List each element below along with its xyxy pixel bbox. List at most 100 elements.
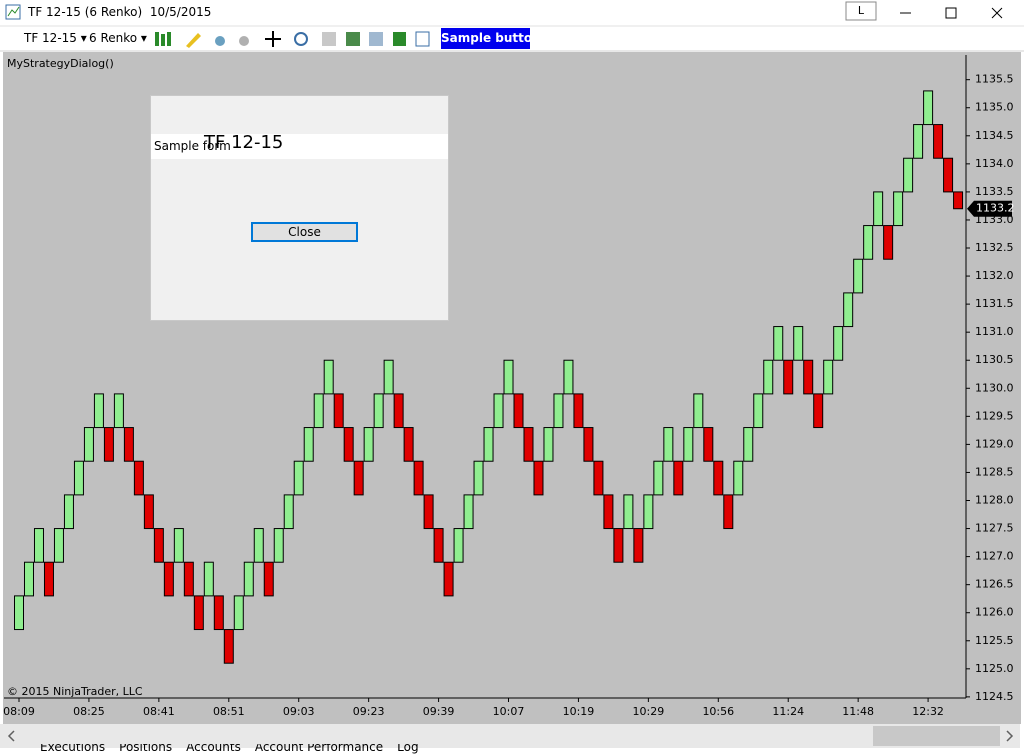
scrollbar[interactable] <box>0 724 1020 748</box>
close-window[interactable] <box>991 7 1003 19</box>
y-tick-label: 1131.5 <box>975 297 1014 310</box>
last-price-box <box>967 200 1012 217</box>
brick <box>653 460 664 496</box>
brick <box>143 494 154 530</box>
brick <box>453 528 464 563</box>
brick <box>583 427 594 462</box>
tab[interactable]: Executions <box>40 744 106 754</box>
scroll-left[interactable] <box>7 730 15 742</box>
brick <box>293 460 304 496</box>
x-tick-label: 08:51 <box>213 705 245 718</box>
brick <box>393 393 404 429</box>
brick <box>423 494 434 530</box>
sample-button[interactable]: Sample button <box>441 28 541 49</box>
x-tick-label: 11:48 <box>842 705 874 718</box>
brick <box>683 427 694 462</box>
brick <box>123 427 134 462</box>
instrument: TF 12-15 <box>24 31 77 45</box>
chart-caption: MyStrategyDialog() <box>7 57 114 70</box>
y-tick-label: 1134.0 <box>975 157 1014 170</box>
brick <box>673 460 684 496</box>
brick <box>713 460 724 496</box>
brick <box>443 561 454 597</box>
x-tick-label: 08:09 <box>3 705 35 718</box>
brick <box>93 393 104 429</box>
brick <box>73 460 84 496</box>
link-button-label[interactable]: L <box>858 4 865 17</box>
brick <box>33 528 44 563</box>
brick <box>803 359 814 395</box>
brick <box>573 393 584 429</box>
brick <box>173 528 184 563</box>
period-dropdown[interactable]: 6 Renko ▾ <box>89 31 147 45</box>
brick <box>183 561 194 597</box>
x-tick-label: 09:23 <box>353 705 385 718</box>
instrument-dropdown[interactable]: TF 12-15 ▾ <box>24 31 87 45</box>
tab[interactable]: Account Performance <box>254 744 384 754</box>
y-tick-label: 1125.5 <box>975 634 1014 647</box>
brick <box>163 561 174 597</box>
brick <box>63 494 74 530</box>
y-tick-label: 1134.5 <box>975 129 1014 142</box>
brick <box>403 427 414 462</box>
brick <box>433 528 444 563</box>
brick <box>593 460 604 496</box>
brick <box>533 460 544 496</box>
scroll-right[interactable] <box>1006 730 1014 742</box>
brick <box>503 359 514 395</box>
y-tick-label: 1129.5 <box>975 409 1014 422</box>
brick <box>223 629 234 664</box>
maximize[interactable] <box>945 7 957 19</box>
x-tick-label: 11:24 <box>772 705 804 718</box>
x-tick-label: 10:56 <box>702 705 734 718</box>
brick <box>283 494 294 530</box>
close-button[interactable]: Close <box>251 222 358 242</box>
tab[interactable]: Positions <box>119 744 173 754</box>
x-tick-label: 09:03 <box>283 705 315 718</box>
brick <box>463 494 474 530</box>
brick <box>313 393 324 429</box>
y-tick-label: 1128.0 <box>975 493 1014 506</box>
brick <box>203 561 214 597</box>
brick <box>243 561 254 597</box>
y-tick-label: 1127.5 <box>975 522 1014 535</box>
brick <box>743 427 754 462</box>
brick <box>783 359 794 395</box>
tab[interactable]: Accounts <box>186 744 241 754</box>
link-button[interactable] <box>845 1 877 21</box>
y-tick-label: 1126.5 <box>975 578 1014 591</box>
brick <box>273 528 284 563</box>
y-tick-label: 1132.5 <box>975 241 1014 254</box>
brick <box>323 359 334 395</box>
brick <box>613 528 624 563</box>
brick <box>483 427 494 462</box>
tab[interactable]: Log <box>397 744 419 754</box>
x-tick-label: 10:07 <box>493 705 525 718</box>
brick <box>253 528 264 563</box>
y-tick-label: 1126.0 <box>975 606 1014 619</box>
brick <box>523 427 534 462</box>
brick <box>893 191 904 227</box>
brick <box>753 393 764 429</box>
brick <box>153 528 164 563</box>
brick <box>14 595 24 631</box>
brick <box>133 460 144 496</box>
brick <box>763 359 774 395</box>
scroll-thumb[interactable] <box>873 726 1000 746</box>
y-tick-label: 1130.0 <box>975 381 1014 394</box>
y-tick-label: 1124.5 <box>975 690 1014 703</box>
brick <box>113 393 124 429</box>
window-title: TF 12-15 (6 Renko) 10/5/2015 <box>28 5 212 19</box>
toolbar-icons[interactable] <box>155 31 430 48</box>
brick <box>693 393 704 429</box>
brick <box>933 124 944 159</box>
brick <box>603 494 614 530</box>
brick <box>703 427 714 462</box>
brick <box>493 393 504 429</box>
y-tick-label: 1131.0 <box>975 325 1014 338</box>
brick <box>333 393 344 429</box>
brick <box>563 359 574 395</box>
brick <box>383 359 394 395</box>
last-price-label: 1133.2 <box>976 202 1015 215</box>
dialog-title: Sample form <box>151 134 448 159</box>
